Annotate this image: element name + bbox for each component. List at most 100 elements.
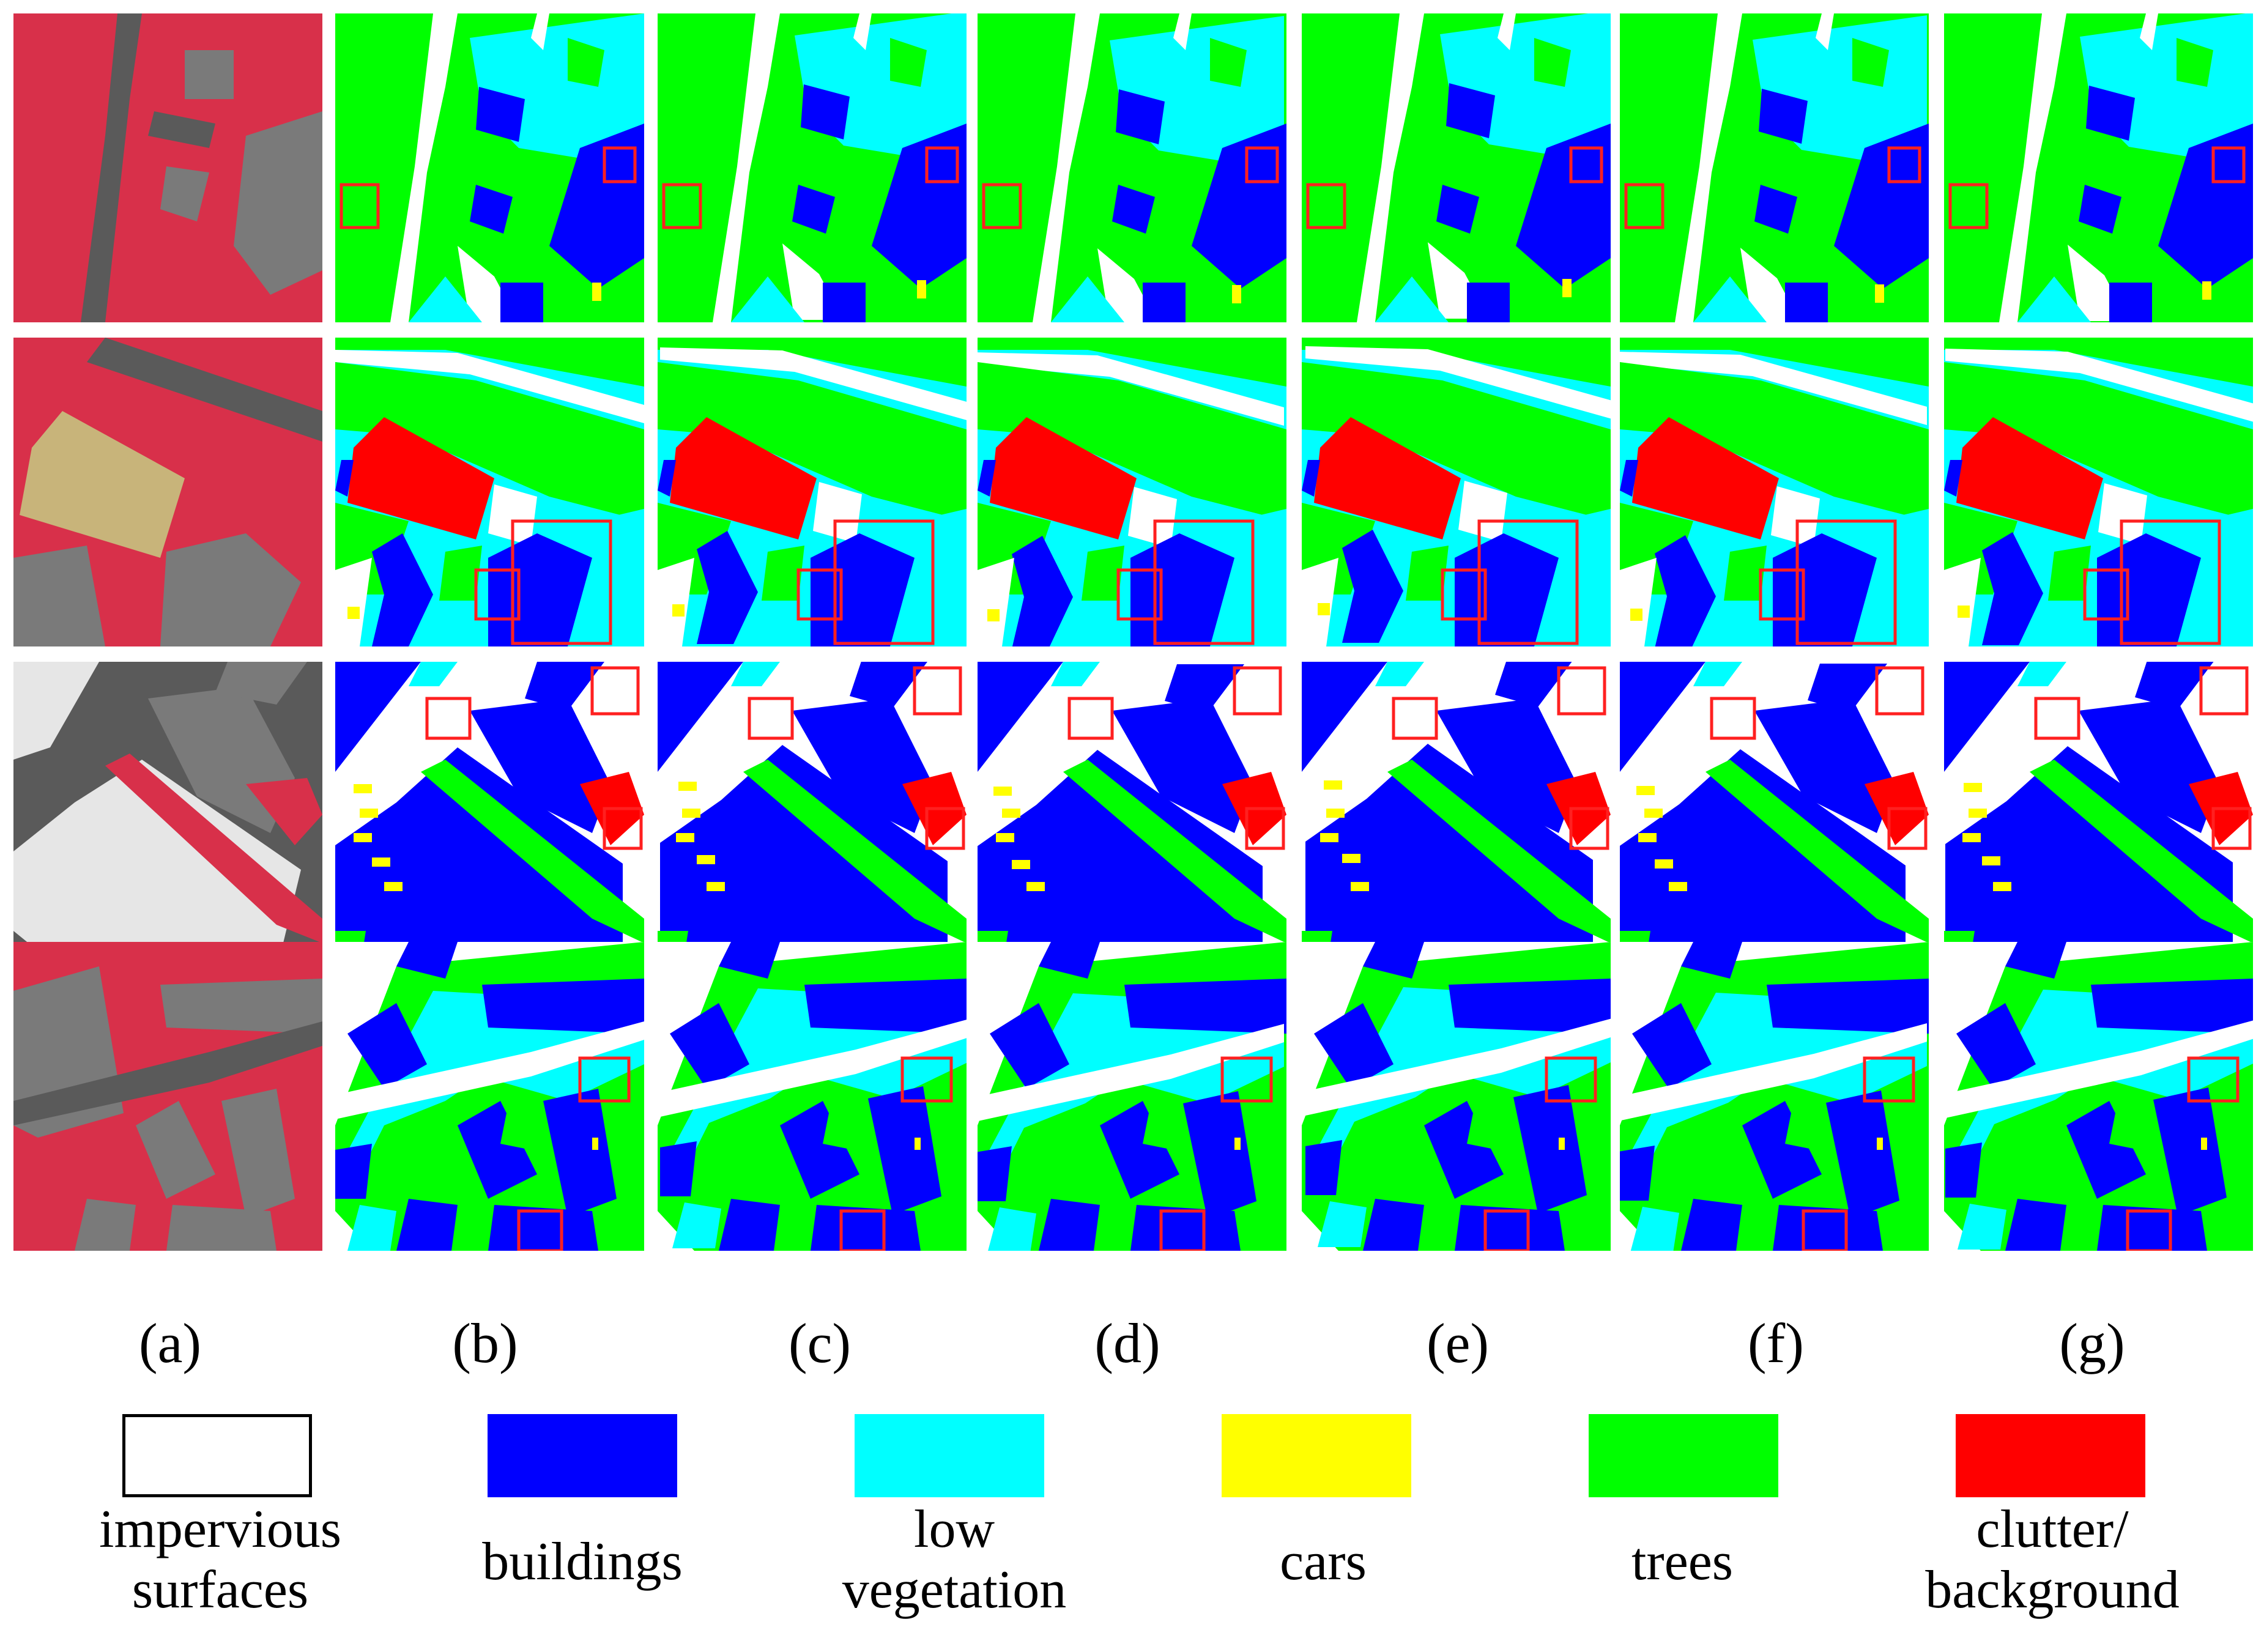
class-region	[2098, 483, 2147, 544]
aerial-region	[185, 50, 234, 99]
highlight-box	[2034, 697, 2080, 740]
class-region	[2097, 1205, 2207, 1251]
class-region	[2109, 283, 2152, 322]
class-region	[439, 546, 482, 601]
highlight-box	[1392, 697, 1438, 740]
segmentation-map	[1944, 338, 2253, 646]
class-region	[682, 809, 700, 818]
class-region	[1446, 83, 1495, 138]
segmentation-map	[978, 662, 1286, 971]
class-region	[2202, 281, 2211, 300]
class-region	[1630, 609, 1642, 621]
legend-label-low-vegetation: low vegetation	[842, 1500, 1067, 1620]
segmentation-map-row-4-col-g	[1944, 942, 2253, 1251]
class-region	[1318, 1201, 1367, 1247]
class-region	[1458, 481, 1507, 542]
class-region	[850, 662, 927, 708]
class-region	[743, 760, 967, 943]
segmentation-map-row-2-col-g	[1944, 338, 2253, 646]
class-region	[482, 979, 644, 1034]
class-region	[1693, 662, 1742, 686]
class-region	[1559, 509, 1611, 646]
class-region	[488, 484, 537, 546]
segmentation-map-row-4-col-e	[1302, 942, 1611, 1251]
class-region	[1039, 942, 1100, 979]
segmentation-map-row-2-col-d	[978, 338, 1286, 646]
segmentation-map	[978, 13, 1286, 322]
aerial-region	[215, 662, 307, 705]
segmentation-map	[335, 662, 644, 971]
class-region	[1112, 185, 1155, 234]
class-region	[1467, 283, 1510, 322]
class-region	[1669, 882, 1687, 891]
segmentation-map	[1944, 942, 2253, 1251]
class-region	[1675, 13, 1742, 322]
highlight-box	[1710, 697, 1756, 740]
aerial-image-row-3	[13, 662, 322, 971]
class-region	[1039, 1199, 1100, 1251]
segmentation-map-row-4-col-c	[658, 942, 967, 1251]
class-region	[1944, 558, 1981, 646]
aerial-region	[75, 1199, 136, 1251]
class-region	[1826, 1091, 1899, 1219]
legend-swatch-cars	[1222, 1414, 1411, 1497]
class-region	[713, 13, 780, 322]
highlight-box	[1483, 1209, 1530, 1251]
class-region	[1012, 536, 1073, 646]
class-region	[335, 1144, 372, 1199]
segmentation-map-row-3-col-d	[978, 662, 1286, 971]
column-label-c: (c)	[788, 1312, 852, 1374]
class-region	[1302, 362, 1611, 521]
class-region	[335, 1021, 644, 1119]
highlight-box	[1557, 666, 1606, 716]
class-region	[987, 609, 1000, 621]
class-region	[1424, 1101, 1504, 1199]
column-label-e: (e)	[1426, 1312, 1490, 1374]
class-region	[978, 662, 1063, 772]
class-region	[2048, 546, 2091, 601]
segmentation-map-row-4-col-d	[978, 942, 1286, 1251]
class-region	[890, 38, 927, 87]
class-region	[1808, 664, 1887, 713]
class-region	[1012, 860, 1030, 869]
class-region	[660, 988, 967, 1172]
class-region	[2005, 942, 2066, 979]
class-region	[719, 1199, 780, 1251]
highlight-box	[578, 1056, 631, 1103]
class-region	[1192, 124, 1286, 289]
class-region	[390, 13, 458, 322]
highlight-box	[1802, 1209, 1848, 1251]
class-region	[421, 760, 644, 943]
class-region	[1143, 1113, 1179, 1150]
class-region	[1620, 338, 1929, 387]
class-region	[1944, 362, 2253, 521]
highlight-box	[2120, 519, 2221, 645]
legend-label-buildings: buildings	[482, 1532, 683, 1591]
highlight-box	[1948, 183, 1989, 229]
aerial-region	[87, 338, 322, 442]
segmentation-map	[1944, 13, 2253, 322]
class-region	[707, 882, 725, 891]
aerial-image	[13, 13, 322, 322]
class-region	[470, 185, 513, 234]
segmentation-map	[335, 13, 644, 322]
class-region	[978, 1146, 1012, 1201]
class-region	[915, 509, 967, 646]
class-region	[658, 662, 743, 772]
aerial-region	[13, 662, 99, 760]
aerial-image-row-2	[13, 338, 322, 646]
class-region	[1620, 749, 1906, 971]
class-region	[996, 833, 1014, 842]
class-region	[568, 38, 604, 87]
class-region	[1324, 780, 1342, 790]
class-region	[1128, 487, 1177, 548]
class-region	[1620, 362, 1929, 521]
class-region	[811, 1205, 921, 1251]
segmentation-map	[1620, 338, 1929, 646]
segmentation-map-row-3-col-e	[1302, 662, 1611, 971]
class-region	[335, 747, 623, 971]
segmentation-map-row-1-col-e	[1302, 13, 1611, 322]
class-region	[1234, 1138, 1241, 1150]
highlight-box	[900, 1056, 953, 1103]
class-region	[792, 698, 933, 833]
